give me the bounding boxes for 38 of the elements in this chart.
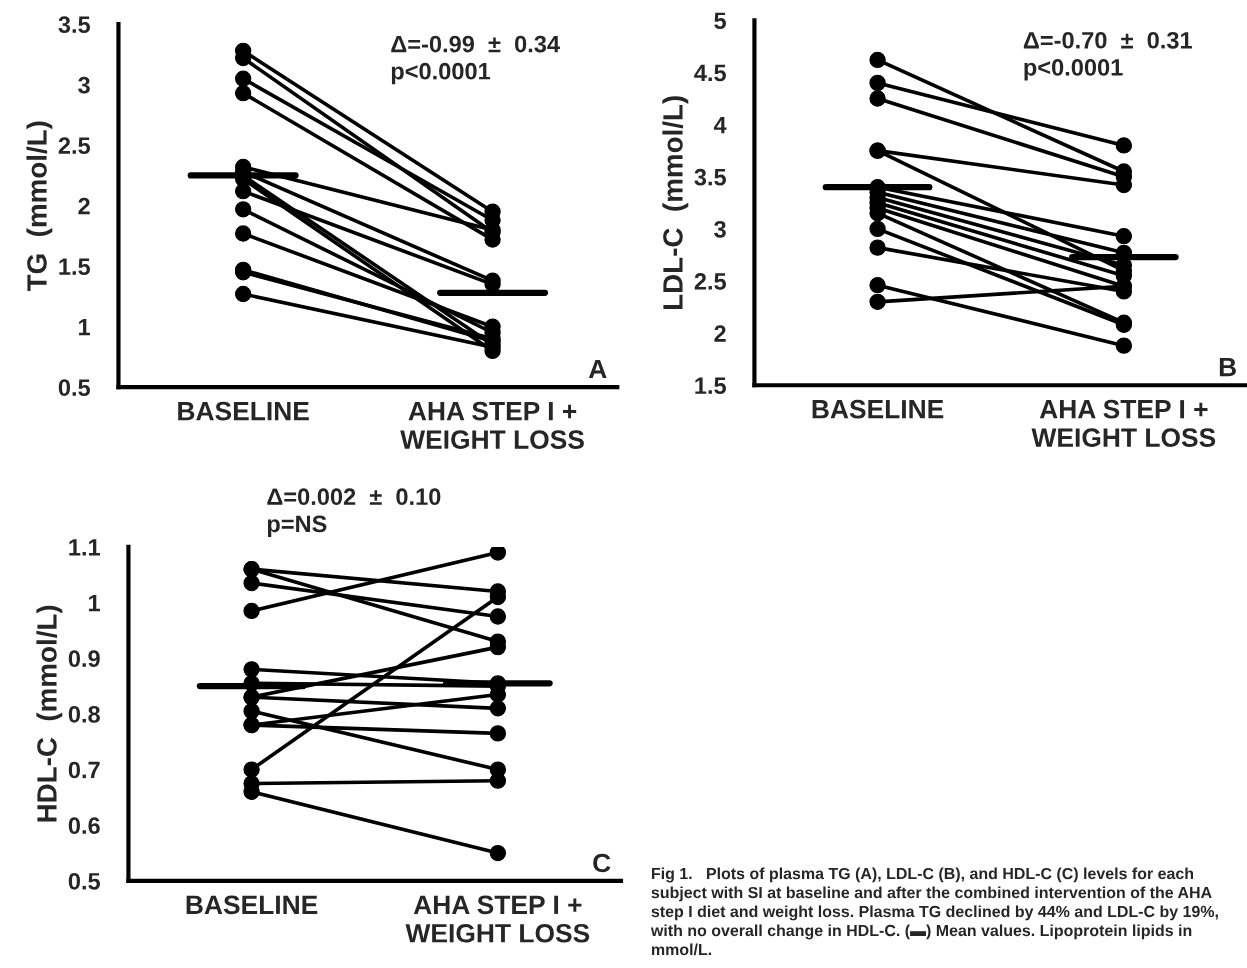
- y-tick-label: 4.5: [694, 64, 726, 82]
- y-tick-label: 1.5: [59, 258, 91, 275]
- x-tick-label: BASELINE: [186, 895, 318, 915]
- annotation: B: [1219, 357, 1236, 377]
- y-tick-label: 3.5: [694, 168, 726, 186]
- annotation: C: [593, 853, 611, 873]
- y-tick-label: 0.9: [68, 650, 100, 668]
- x-tick-label: AHA STEP I + WEIGHT LOSS: [405, 895, 590, 943]
- y-tick-label: 2.5: [694, 273, 726, 290]
- x-tick-label: BASELINE: [178, 401, 309, 421]
- y-tick-label: 2: [714, 325, 726, 342]
- y-tick-label: 3: [78, 76, 90, 94]
- y-tick-label: 0.5: [58, 379, 91, 396]
- y-tick-label: 2: [78, 197, 90, 215]
- y-tick-label: 1.5: [695, 377, 726, 395]
- y-tick-label: 2.5: [58, 137, 91, 154]
- y-tick-label: 0.8: [68, 705, 100, 723]
- y-tick-label: 0.7: [68, 761, 100, 779]
- y-tick-label: 5: [714, 12, 726, 30]
- y-tick-label: 0.5: [68, 872, 101, 890]
- x-tick-label: AHA STEP I + WEIGHT LOSS: [1031, 399, 1216, 447]
- y-tick-label: 3.5: [58, 16, 91, 34]
- y-tick-label: 0.6: [68, 817, 100, 835]
- y-axis-title: LDL-C (mmol/L): [662, 96, 689, 309]
- y-axis-title: HDL-C (mmol/L): [36, 605, 63, 822]
- annotation: Δ=-0.99 ± 0.34 p<0.0001: [391, 35, 560, 85]
- text: Δ=0.002 ± 0.10 p=NS: [267, 488, 441, 537]
- caption: Fig 1. Plots of plasma TG (A), LDL-C (B), and HDL-C (C) levels for each subject with SI at baseline and after the combined intervention of the AHA step I diet and weight loss. Plasma TG declined by 44% and LDL-C by 19%, with no overall change in HDL-C. (▬) Mean values. Lipoprotein lipids in mmol/L.: [650, 867, 1218, 956]
- x-tick-label: BASELINE: [812, 399, 944, 419]
- annotation: Δ=-0.70 ± 0.31 p<0.0001: [1023, 31, 1192, 81]
- y-axis-title: TG (mmol/L): [26, 121, 53, 292]
- y-tick-label: 3: [714, 220, 726, 238]
- y-tick-label: 1.1: [69, 539, 101, 556]
- y-tick-label: 4: [713, 116, 727, 134]
- x-tick-label: AHA STEP I + WEIGHT LOSS: [400, 401, 584, 449]
- y-tick-label: 1: [79, 319, 91, 336]
- annotation: A: [588, 359, 607, 379]
- y-tick-label: 1: [89, 594, 101, 612]
